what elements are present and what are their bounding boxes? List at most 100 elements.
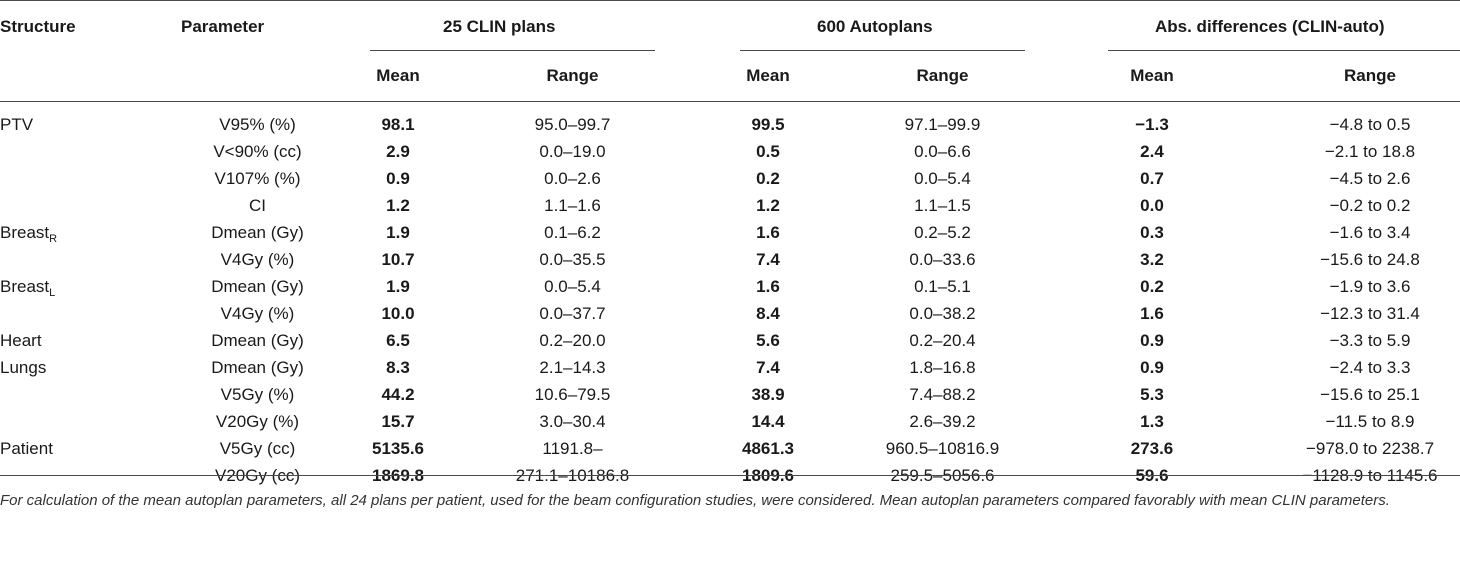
param-cell: V107% (%) <box>214 169 301 188</box>
auto-range-cell: 0.0–5.4 <box>914 169 971 188</box>
header-group-diff: Abs. differences (CLIN-auto) <box>1155 17 1385 36</box>
diff-range-cell: −1.9 to 3.6 <box>1329 277 1411 296</box>
header-auto-range: Range <box>916 66 969 85</box>
diff-mean-cell: −1.3 <box>1135 115 1169 134</box>
clin-range-cell: 1.1–1.6 <box>544 196 601 215</box>
diff-mean-cell: 0.9 <box>1140 331 1164 350</box>
param-cell: V5Gy (cc) <box>219 439 296 458</box>
table-row: PTV V95% (%) 98.1 95.0–99.7 99.5 97.1–99.9 −1.… <box>0 115 1460 142</box>
diff-mean-cell: 2.4 <box>1140 142 1164 161</box>
clin-mean-cell: 10.7 <box>381 250 415 269</box>
clin-range-cell: 271.1–10186.8 <box>515 466 630 485</box>
auto-range-cell: 0.0–33.6 <box>909 250 976 269</box>
auto-range-cell: 0.0–38.2 <box>909 304 976 323</box>
auto-range-cell: 7.4–88.2 <box>909 385 976 404</box>
clin-range-cell: 95.0–99.7 <box>534 115 611 134</box>
clin-mean-cell: 1.2 <box>386 196 410 215</box>
structure-name: Heart <box>0 331 42 350</box>
diff-range-cell: −1128.9 to 1145.6 <box>1302 466 1438 485</box>
clin-mean-cell: 44.2 <box>381 385 415 404</box>
param-cell: V<90% (cc) <box>213 142 302 161</box>
diff-mean-cell: 273.6 <box>1130 439 1174 458</box>
diff-range-cell: −1.6 to 3.4 <box>1329 223 1411 242</box>
diff-mean-cell: 59.6 <box>1135 466 1169 485</box>
diff-range-cell: −11.5 to 8.9 <box>1325 412 1415 431</box>
structure-name: PTV <box>0 115 34 134</box>
param-cell: CI <box>249 196 266 215</box>
clin-range-cell: 0.0–2.6 <box>544 169 601 188</box>
diff-mean-cell: 5.3 <box>1140 385 1164 404</box>
structure-subscript: R <box>49 233 58 245</box>
header-group-auto: 600 Autoplans <box>817 17 933 36</box>
auto-range-cell: 1.1–1.5 <box>914 196 971 215</box>
table-row: CI 1.2 1.1–1.6 1.2 1.1–1.5 0.0 −0.2 to 0.2 <box>0 196 1460 223</box>
clin-mean-cell: 5135.6 <box>372 439 424 458</box>
header-clin-range: Range <box>546 66 599 85</box>
auto-mean-cell: 1.2 <box>756 196 780 215</box>
param-cell: V4Gy (%) <box>220 304 295 323</box>
diff-range-cell: −15.6 to 24.8 <box>1320 250 1420 269</box>
auto-mean-cell: 7.4 <box>756 250 780 269</box>
clin-range-cell: 0.0–35.5 <box>539 250 606 269</box>
clin-range-cell: 2.1–14.3 <box>539 358 606 377</box>
table-row: V20Gy (%) 15.7 3.0–30.4 14.4 2.6–39.2 1.3 −11.… <box>0 412 1460 439</box>
header-clin-mean: Mean <box>376 66 420 85</box>
structure-name: Breast <box>0 277 50 296</box>
clin-mean-cell: 10.0 <box>381 304 415 323</box>
auto-range-cell: 2.6–39.2 <box>909 412 976 431</box>
auto-range-cell: 0.2–20.4 <box>909 331 976 350</box>
diff-mean-cell: 1.3 <box>1140 412 1164 431</box>
diff-range-cell: −2.1 to 18.8 <box>1324 142 1416 161</box>
group-rule-diff <box>1108 50 1460 51</box>
clin-range-cell: 0.0–37.7 <box>539 304 606 323</box>
header-bottom-rule <box>0 101 1460 102</box>
diff-mean-cell: 1.6 <box>1140 304 1164 323</box>
structure-subscript: L <box>49 287 56 299</box>
auto-range-cell: 97.1–99.9 <box>904 115 981 134</box>
auto-range-cell: 0.0–6.6 <box>914 142 971 161</box>
clin-mean-cell: 6.5 <box>386 331 410 350</box>
auto-mean-cell: 0.2 <box>756 169 780 188</box>
table-row: V4Gy (%) 10.0 0.0–37.7 8.4 0.0–38.2 1.6 −12.3 … <box>0 304 1460 331</box>
table-footnote: For calculation of the mean autoplan par… <box>0 492 1390 509</box>
group-rule-auto <box>740 50 1025 51</box>
clin-mean-cell: 1.9 <box>386 277 410 296</box>
structure-cell: PTV <box>0 115 33 135</box>
clin-mean-cell: 0.9 <box>386 169 410 188</box>
diff-range-cell: −2.4 to 3.3 <box>1329 358 1411 377</box>
diff-range-cell: −4.5 to 2.6 <box>1329 169 1411 188</box>
table-row: Lungs Dmean (Gy) 8.3 2.1–14.3 7.4 1.8–16.8 0.9… <box>0 358 1460 385</box>
structure-cell: BreastL <box>0 277 55 303</box>
clin-range-cell: 0.0–19.0 <box>539 142 606 161</box>
diff-mean-cell: 0.9 <box>1140 358 1164 377</box>
clin-range-cell: 10.6–79.5 <box>534 385 611 404</box>
structure-cell: Patient <box>0 439 53 459</box>
auto-mean-cell: 1.6 <box>756 277 780 296</box>
auto-mean-cell: 0.5 <box>756 142 780 161</box>
diff-mean-cell: 0.0 <box>1140 196 1164 215</box>
header-auto-mean: Mean <box>746 66 790 85</box>
structure-cell: BreastR <box>0 223 57 249</box>
header-parameter: Parameter <box>181 17 265 36</box>
param-cell: V4Gy (%) <box>220 250 295 269</box>
clin-mean-cell: 1869.8 <box>372 466 424 485</box>
clin-range-cell: 0.0–5.4 <box>544 277 601 296</box>
auto-mean-cell: 14.4 <box>751 412 785 431</box>
param-cell: V95% (%) <box>219 115 296 134</box>
auto-mean-cell: 7.4 <box>756 358 780 377</box>
structure-cell: Lungs <box>0 358 46 378</box>
clin-range-cell: 1191.8– <box>542 439 603 458</box>
auto-range-cell: 0.2–5.2 <box>914 223 971 242</box>
diff-range-cell: −978.0 to 2238.7 <box>1305 439 1435 458</box>
clin-range-cell: 0.2–20.0 <box>539 331 606 350</box>
table-bottom-rule <box>0 475 1460 476</box>
clin-mean-cell: 1.9 <box>386 223 410 242</box>
header-diff-range: Range <box>1344 66 1396 85</box>
param-cell: V20Gy (%) <box>215 412 300 431</box>
auto-mean-cell: 1809.6 <box>742 466 794 485</box>
table-row: V4Gy (%) 10.7 0.0–35.5 7.4 0.0–33.6 3.2 −15.6 … <box>0 250 1460 277</box>
table-row: Heart Dmean (Gy) 6.5 0.2–20.0 5.6 0.2–20.4 0.9… <box>0 331 1460 358</box>
table-row: BreastR Dmean (Gy) 1.9 0.1–6.2 1.6 0.2–5.2 0.3… <box>0 223 1460 250</box>
diff-range-cell: −4.8 to 0.5 <box>1329 115 1411 134</box>
diff-mean-cell: 3.2 <box>1140 250 1164 269</box>
